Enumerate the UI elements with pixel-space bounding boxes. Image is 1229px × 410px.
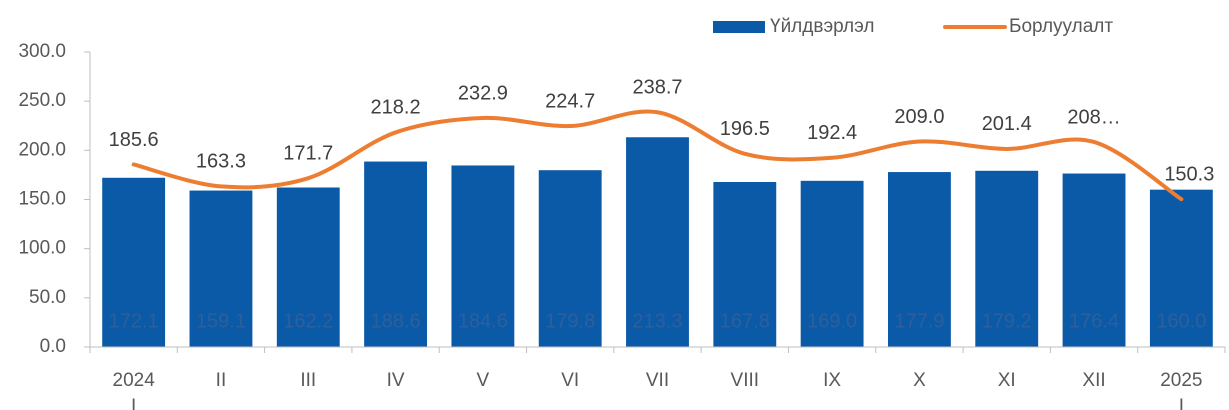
legend-swatch: [713, 21, 765, 33]
x-tick-label: XII: [1082, 370, 1105, 391]
bar-value-label: 169.0: [807, 310, 857, 332]
line-value-label: 201.4: [982, 113, 1032, 135]
x-tick-label: X: [913, 370, 926, 391]
bar-value-label: 162.2: [283, 310, 333, 332]
y-tick-label: 200.0: [18, 139, 66, 160]
y-tick-label: 250.0: [18, 90, 66, 111]
y-tick-label: 50.0: [29, 287, 66, 308]
line: [131, 109, 1184, 202]
bar-value-label: 160.0: [1156, 310, 1206, 332]
x-tick-label: 2025 I: [1160, 370, 1202, 410]
line-value-label: 171.7: [283, 142, 333, 164]
bar: [276, 187, 340, 347]
x-tick-label: VIII: [731, 370, 760, 391]
bar: [975, 170, 1039, 347]
x-tick-label: II: [216, 370, 227, 391]
bar: [189, 190, 253, 347]
line-value-label: 150.3: [1164, 163, 1214, 185]
bar-value-label: 213.3: [632, 310, 682, 332]
bar: [713, 181, 777, 347]
x-tick-label: VII: [646, 370, 669, 391]
y-tick-label: 300.0: [18, 41, 66, 62]
line-value-label: 208…: [1067, 106, 1120, 128]
y-tick-label: 100.0: [18, 238, 66, 259]
bar-value-label: 167.8: [720, 310, 770, 332]
legend-label: Үйлдвэрлэл: [770, 16, 875, 37]
bar-value-label: 184.6: [458, 310, 508, 332]
y-tick-label: 150.0: [18, 189, 66, 210]
line-value-label: 192.4: [807, 122, 857, 144]
line-value-label: 163.3: [196, 151, 246, 173]
line-value-label: 238.7: [632, 77, 682, 99]
bar-value-label: 176.4: [1069, 310, 1119, 332]
bar-value-label: 188.6: [371, 310, 421, 332]
x-tick-label: XI: [998, 370, 1016, 391]
bar: [626, 137, 689, 347]
bar: [364, 161, 428, 347]
bar-value-label: 179.8: [545, 310, 595, 332]
bar-value-label: 179.2: [982, 310, 1032, 332]
line-value-label: 196.5: [720, 118, 770, 140]
bar: [1149, 189, 1213, 347]
bar: [451, 165, 515, 347]
line-value-label: 224.7: [545, 90, 595, 112]
bar: [1062, 173, 1126, 347]
legend-label: Борлуулалт: [1009, 16, 1113, 37]
line-value-label: 232.9: [458, 82, 508, 104]
bar: [102, 177, 166, 347]
bar: [538, 170, 602, 347]
x-tick-label: III: [300, 370, 316, 391]
x-tick-label: VI: [561, 370, 579, 391]
bar-value-label: 177.9: [894, 310, 944, 332]
line-value-label: 209.0: [894, 106, 944, 128]
x-tick-label: 2024 I: [113, 370, 156, 410]
y-tick-label: 0.0: [40, 336, 66, 357]
bar-value-label: 159.1: [196, 310, 246, 332]
x-tick-label: IV: [387, 370, 405, 391]
line-value-label: 185.6: [109, 129, 159, 151]
x-tick-label: IX: [823, 370, 841, 391]
bar: [887, 172, 951, 347]
bar-value-label: 172.1: [109, 310, 159, 332]
bar: [800, 180, 864, 347]
x-tick-label: V: [477, 370, 490, 391]
line-value-label: 218.2: [371, 97, 421, 119]
